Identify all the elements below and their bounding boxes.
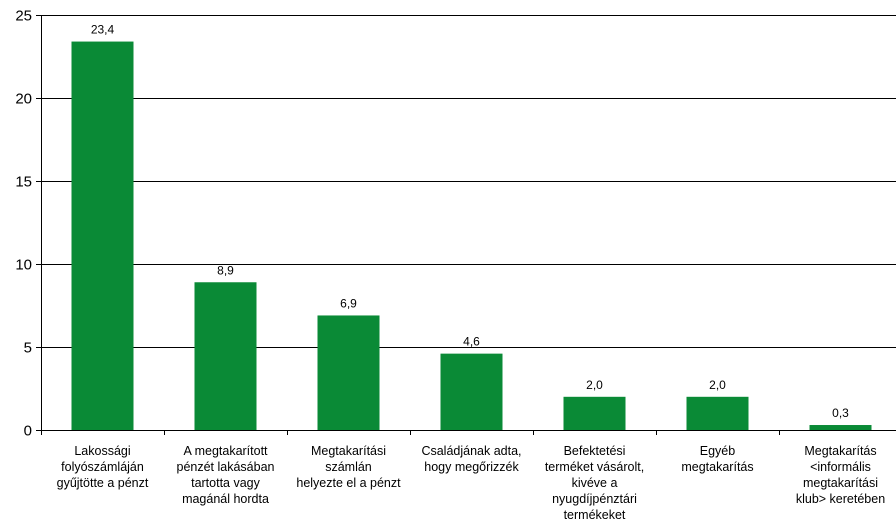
y-axis: 0 5 10 15 20 25 — [15, 8, 42, 440]
x-axis: Lakossági folyószámláján gyűjtötte a pénzt… — [41, 430, 896, 522]
y-tick-label: 20 — [15, 91, 32, 108]
bar — [563, 396, 626, 430]
x-category-label: folyószámláján — [61, 460, 144, 474]
x-category-label: Megtakarítási — [311, 444, 386, 458]
x-category-label: számlán — [325, 460, 372, 474]
bar — [440, 353, 503, 430]
y-tick-label: 5 — [24, 340, 32, 357]
data-label: 0,3 — [832, 406, 849, 420]
x-category-label: Megtakarítás — [804, 444, 876, 458]
x-category-label: megtakarítás — [681, 460, 753, 474]
bar — [71, 41, 134, 431]
x-category-label: hogy megőrizzék — [424, 460, 519, 474]
x-category-label: megtakarítási — [803, 476, 878, 490]
y-tick-label: 25 — [15, 8, 32, 25]
x-category-label: Lakossági — [74, 444, 130, 458]
data-label: 4,6 — [463, 335, 480, 349]
y-tick-label: 0 — [24, 423, 32, 440]
x-category-label: tartotta vagy — [191, 476, 261, 490]
data-label: 2,0 — [586, 378, 603, 392]
x-category-label: helyezte el a pénzt — [296, 476, 401, 490]
bar — [317, 315, 380, 430]
y-tick-label: 10 — [15, 257, 32, 274]
x-category-label: pénzét lakásában — [177, 460, 275, 474]
bars — [71, 41, 872, 431]
x-category-label: Egyéb — [700, 444, 735, 458]
data-label: 8,9 — [217, 263, 234, 277]
x-category-label: kivéve a — [572, 476, 618, 490]
x-category-label: terméket vásárolt, — [545, 460, 644, 474]
x-category-label: termékeket — [564, 508, 626, 522]
x-category-label: klub> keretében — [796, 492, 885, 506]
x-category-label: magánál hordta — [182, 492, 269, 506]
bar — [809, 425, 872, 430]
data-labels: 23,4 8,9 6,9 4,6 2,0 2,0 0,3 — [91, 23, 849, 420]
data-label: 6,9 — [340, 296, 357, 310]
x-category-label: gyűjtötte a pénzt — [57, 476, 149, 490]
data-label: 23,4 — [91, 23, 115, 37]
x-category-label: Családjának adta, — [421, 444, 521, 458]
y-tick-label: 15 — [15, 174, 32, 191]
bar — [686, 396, 749, 430]
data-label: 2,0 — [709, 378, 726, 392]
x-category-label: nyugdíjpénztári — [552, 492, 637, 506]
x-category-label: <informális — [810, 460, 871, 474]
x-category-label: A megtakarított — [183, 444, 268, 458]
x-category-label: Befektetési — [564, 444, 626, 458]
bar — [194, 282, 257, 430]
